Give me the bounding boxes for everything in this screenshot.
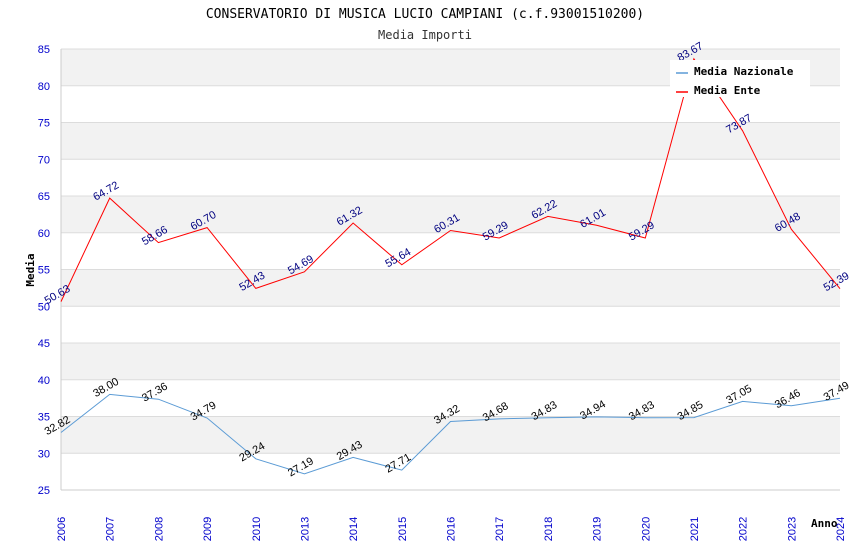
y-tick-label: 25 [38, 485, 50, 497]
x-tick-label: 2014 [348, 517, 360, 541]
y-tick-label: 55 [38, 265, 50, 277]
chart-subtitle: Media Importi [378, 28, 472, 42]
data-label: 27.71 [383, 451, 413, 475]
data-label: 37.36 [140, 380, 170, 404]
y-tick-label: 70 [38, 154, 50, 166]
background-band [61, 196, 840, 233]
legend-label-media-ente: Media Ente [694, 84, 761, 97]
background-band [61, 269, 840, 307]
y-tick-label: 45 [38, 338, 50, 350]
x-tick-label: 2015 [397, 517, 409, 541]
data-label: 37.49 [822, 380, 850, 404]
y-tick-label: 60 [38, 228, 50, 240]
x-tick-label: 2009 [202, 517, 214, 541]
x-tick-label: 2019 [592, 517, 604, 541]
x-tick-label: 2022 [738, 517, 750, 541]
y-tick-label: 40 [38, 375, 50, 387]
y-tick-label: 75 [38, 118, 50, 130]
y-tick-label: 30 [38, 448, 50, 460]
y-axis-label: Media [24, 253, 37, 286]
series-line-media-nazionale [60, 393, 841, 475]
grid-lines [61, 48, 840, 491]
data-label: 55.64 [383, 246, 413, 270]
x-tick-label: 2010 [251, 517, 263, 541]
legend-box [670, 60, 810, 97]
x-axis-label: Anno [811, 517, 838, 530]
data-label: 37.05 [724, 383, 754, 407]
y-tick-label: 65 [38, 191, 50, 203]
y-tick-label: 35 [38, 412, 50, 424]
x-tick-label: 2017 [494, 517, 506, 541]
y-tick-label: 80 [38, 81, 50, 93]
x-tick-label: 2020 [640, 517, 652, 541]
x-tick-label: 2024 [835, 517, 847, 541]
data-label: 36.46 [773, 387, 803, 411]
x-tick-label: 2008 [153, 517, 165, 541]
legend: Media Nazionale Media Ente [670, 60, 810, 97]
data-label: 27.19 [286, 455, 316, 479]
y-tick-label: 50 [38, 301, 50, 313]
x-tick-label: 2013 [299, 517, 311, 541]
x-tick-label: 2007 [105, 517, 117, 541]
y-tick-label: 85 [38, 44, 50, 56]
x-tick-label: 2021 [689, 517, 701, 541]
x-tick-label: 2018 [543, 517, 555, 541]
background-band [61, 343, 840, 380]
background-bands [61, 49, 840, 454]
background-band [61, 122, 840, 160]
x-tick-label: 2023 [786, 517, 798, 541]
axes [60, 49, 840, 491]
legend-label-media-nazionale: Media Nazionale [694, 65, 794, 78]
x-tick-label: 2016 [446, 517, 458, 541]
chart-title: CONSERVATORIO DI MUSICA LUCIO CAMPIANI (… [206, 7, 644, 22]
tick-labels: 25 30 35 40 45 50 55 60 65 70 75 80 85 2006 2007 2008 20… [38, 44, 847, 541]
background-band [61, 416, 840, 454]
x-tick-label: 2006 [56, 517, 68, 541]
